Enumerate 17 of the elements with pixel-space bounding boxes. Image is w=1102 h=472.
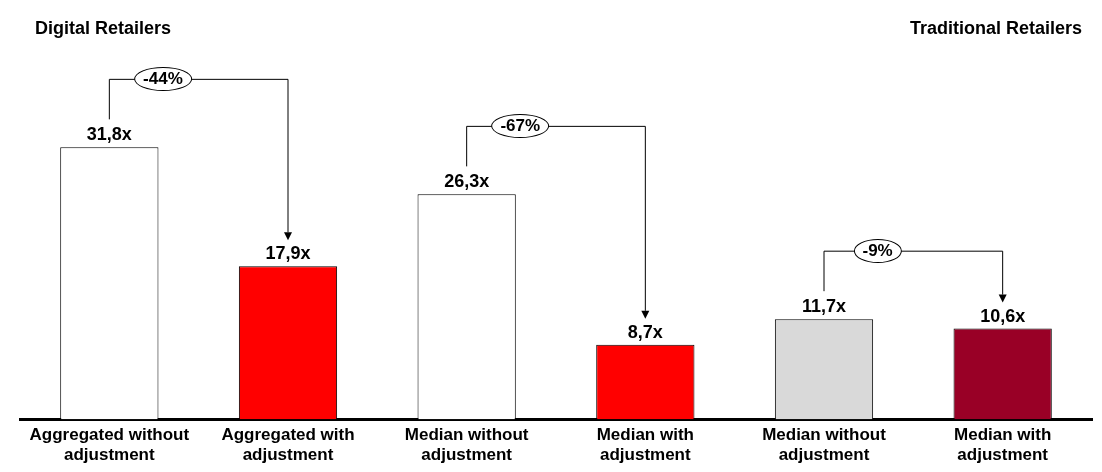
x-tick-label: Aggregated with adjustment	[221, 425, 355, 465]
text: Digital Retailers	[35, 18, 172, 39]
text: -67%	[491, 114, 550, 139]
data-label: 17,9x	[265, 243, 311, 264]
x-tick-label: Median without adjustment	[404, 425, 529, 465]
annotation: -9%	[853, 239, 902, 264]
data-label: 10,6x	[980, 305, 1026, 326]
text: -44%	[134, 67, 192, 92]
x-tick-label: Aggregated without adjustment	[29, 425, 190, 465]
text: Traditional Retailers	[910, 18, 1083, 39]
data-label: 11,7x	[801, 296, 847, 317]
data-label: 8,7x	[627, 321, 663, 342]
data-label: 26,3x	[444, 171, 490, 192]
data-label: 31,8x	[86, 124, 132, 145]
x-tick-label: Median without adjustment	[762, 425, 887, 465]
x-tick-label: Median with adjustment	[596, 425, 694, 465]
x-tick-label: Median with adjustment	[954, 425, 1052, 465]
